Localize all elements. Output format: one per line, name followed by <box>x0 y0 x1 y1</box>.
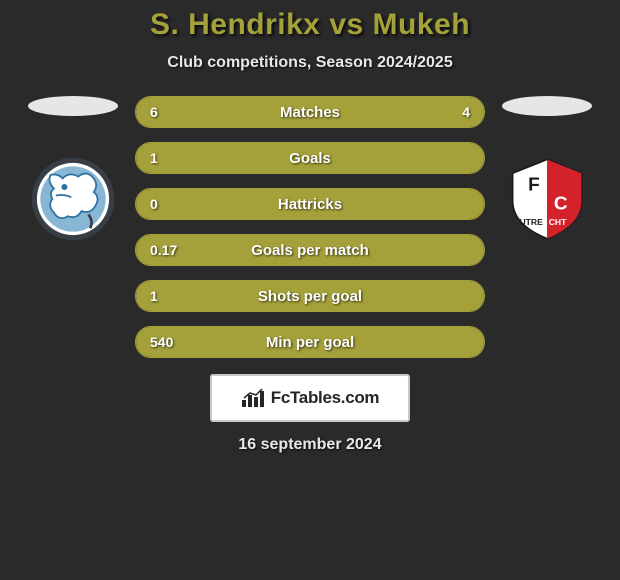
comparison-card: S. Hendrikx vs Mukeh Club competitions, … <box>0 0 620 580</box>
branding-badge: FcTables.com <box>210 374 410 422</box>
svg-text:CHT: CHT <box>549 217 567 227</box>
subtitle: Club competitions, Season 2024/2025 <box>167 54 452 72</box>
stat-label: Hattricks <box>136 196 484 213</box>
svg-text:UTRE: UTRE <box>519 217 543 227</box>
stat-row: 1Shots per goal <box>135 280 485 312</box>
svg-text:C: C <box>554 193 568 214</box>
left-club-logo <box>30 156 116 242</box>
stats-column: 6Matches4 1Goals 0Hattricks 0.17Goals per m… <box>135 96 485 358</box>
stat-label: Min per goal <box>136 334 484 351</box>
right-club-logo: F C UTRE CHT <box>504 156 590 242</box>
den-bosch-logo-icon <box>30 156 116 242</box>
svg-text:F: F <box>528 174 540 195</box>
stat-label: Shots per goal <box>136 288 484 305</box>
right-column: F C UTRE CHT <box>497 96 597 242</box>
left-column <box>23 96 123 242</box>
stat-label: Matches <box>136 104 484 121</box>
stat-row: 6Matches4 <box>135 96 485 128</box>
date: 16 september 2024 <box>238 436 381 454</box>
stat-row: 0.17Goals per match <box>135 234 485 266</box>
stat-row: 1Goals <box>135 142 485 174</box>
main-area: 6Matches4 1Goals 0Hattricks 0.17Goals per m… <box>0 96 620 358</box>
stat-value-right: 4 <box>462 104 470 120</box>
branding-text: FcTables.com <box>271 388 380 408</box>
stat-row: 540Min per goal <box>135 326 485 358</box>
left-player-ellipse <box>28 96 118 116</box>
stat-label: Goals <box>136 150 484 167</box>
stat-row: 0Hattricks <box>135 188 485 220</box>
utrecht-logo-icon: F C UTRE CHT <box>504 156 590 242</box>
fctables-chart-icon <box>241 388 265 408</box>
page-title: S. Hendrikx vs Mukeh <box>150 8 470 42</box>
right-player-ellipse <box>502 96 592 116</box>
stat-label: Goals per match <box>136 242 484 259</box>
